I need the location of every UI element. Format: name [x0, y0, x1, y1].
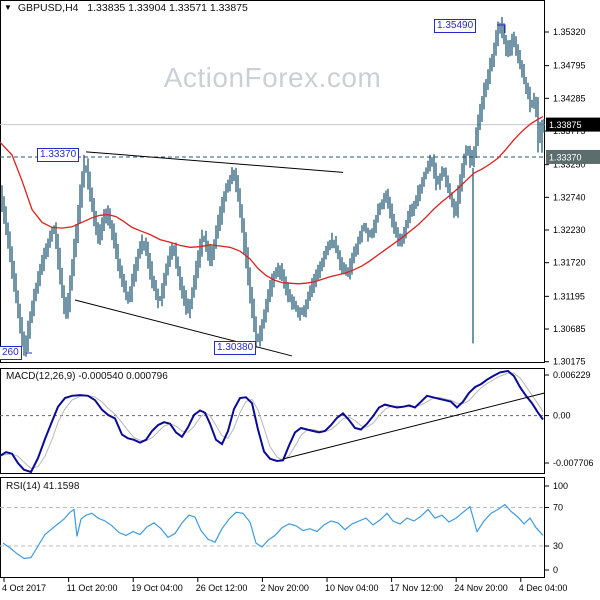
price-axis-label: 1.35320 — [553, 27, 586, 37]
price-axis-label: 1.34285 — [553, 93, 586, 103]
macd-panel-border — [0, 368, 545, 474]
time-axis-label: 19 Oct 04:00 — [131, 583, 183, 593]
symbol-header: ▼ GBPUSD,H4 1.33835 1.33904 1.33571 1.33… — [4, 2, 248, 14]
macd-indicator-label: MACD(12,26,9) -0.000540 0.000796 — [6, 371, 168, 382]
current-price-badge — [546, 117, 600, 132]
time-axis-label: 24 Nov 20:00 — [454, 583, 508, 593]
price-bars[interactable] — [1, 17, 545, 357]
price-axis-label: 1.34795 — [553, 61, 586, 71]
time-axis-label: 11 Oct 20:00 — [67, 583, 118, 593]
macd-main-line[interactable] — [0, 369, 544, 474]
symbol-timeframe: GBPUSD,H4 — [17, 2, 79, 14]
price-axis-label: 1.31195 — [553, 291, 585, 301]
price-badge-label: 1.33370 — [549, 152, 582, 162]
rsi-axis-label: 30 — [553, 541, 563, 551]
rsi-panel-border — [0, 477, 545, 578]
time-axis-label: 4 Oct 2017 — [2, 583, 46, 593]
rsi-axis-label: 0 — [553, 565, 558, 575]
macd-axis-label: 0.00 — [553, 411, 571, 421]
ohlc-values: 1.33835 1.33904 1.33571 1.33875 — [87, 2, 248, 14]
rsi-indicator-label: RSI(14) 41.1598 — [6, 481, 80, 492]
price-axis-label: 1.31720 — [553, 258, 586, 268]
main-panel-border — [0, 0, 545, 363]
moving-average-line[interactable] — [0, 116, 544, 285]
time-axis-label: 4 Dec 04:00 — [519, 583, 568, 593]
rsi-axis-label: 100 — [553, 481, 568, 491]
price-label-annotation[interactable]: 1.33370 — [37, 148, 80, 162]
time-axis-label: 17 Nov 12:00 — [390, 583, 444, 593]
time-axis-label: 10 Nov 04:00 — [325, 583, 379, 593]
price-badge-label: 1.33875 — [549, 120, 582, 130]
macd-rising-trendline[interactable] — [282, 392, 546, 460]
price-axis-label: 1.30685 — [553, 324, 586, 334]
price-axis-label: 1.32740 — [553, 192, 586, 202]
price-label-annotation[interactable]: 1.35490 — [434, 19, 477, 33]
rsi-axis-label: 70 — [553, 503, 563, 513]
macd-signal-line[interactable] — [0, 372, 544, 469]
watermark: ActionForex.com — [163, 62, 382, 93]
rsi-line[interactable] — [2, 503, 544, 560]
time-axis-label: 2 Nov 20:00 — [260, 583, 309, 593]
descending-resistance[interactable] — [85, 151, 344, 173]
price-label-annotation[interactable]: 1.30380 — [214, 341, 257, 355]
price-axis-label: 1.30175 — [553, 357, 586, 367]
price-label-annotation[interactable]: 260 — [0, 346, 22, 360]
price-axis-label: 1.33250 — [553, 160, 586, 170]
price-axis-label: 1.32230 — [553, 225, 586, 235]
level-price-badge — [546, 149, 600, 164]
high-label-connector — [497, 24, 506, 33]
macd-axis-label: -0.007706 — [553, 458, 594, 468]
time-axis-label: 26 Oct 12:00 — [196, 583, 248, 593]
collapse-ohlc-icon[interactable]: ▼ — [4, 3, 12, 12]
macd-axis-label: 0.006229 — [553, 370, 591, 380]
